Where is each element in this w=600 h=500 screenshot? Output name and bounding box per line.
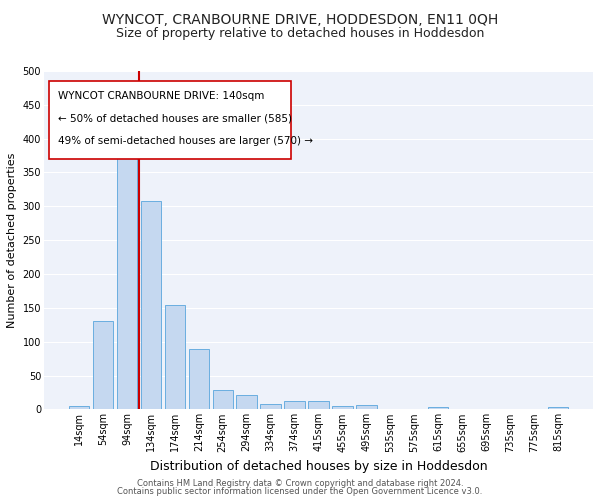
Text: Contains HM Land Registry data © Crown copyright and database right 2024.: Contains HM Land Registry data © Crown c…	[137, 478, 463, 488]
Bar	[140, 201, 161, 410]
Bar	[356, 404, 377, 409]
Bar	[284, 400, 305, 409]
Text: WYNCOT, CRANBOURNE DRIVE, HODDESDON, EN11 0QH: WYNCOT, CRANBOURNE DRIVE, HODDESDON, EN1…	[102, 12, 498, 26]
Bar	[69, 406, 89, 409]
Bar	[188, 348, 209, 410]
Y-axis label: Number of detached properties: Number of detached properties	[7, 152, 17, 328]
Bar	[212, 390, 233, 409]
X-axis label: Distribution of detached houses by size in Hoddesdon: Distribution of detached houses by size …	[149, 460, 487, 473]
Bar	[332, 406, 353, 409]
Bar	[93, 322, 113, 410]
Bar	[380, 409, 400, 410]
Text: ← 50% of detached houses are smaller (585): ← 50% of detached houses are smaller (58…	[58, 114, 292, 124]
Bar	[404, 409, 424, 410]
Bar	[548, 408, 568, 410]
Bar	[308, 400, 329, 409]
FancyBboxPatch shape	[49, 81, 291, 159]
Bar	[260, 404, 281, 409]
Text: Contains public sector information licensed under the Open Government Licence v3: Contains public sector information licen…	[118, 487, 482, 496]
Text: WYNCOT CRANBOURNE DRIVE: 140sqm: WYNCOT CRANBOURNE DRIVE: 140sqm	[58, 92, 264, 102]
Bar	[117, 138, 137, 409]
Bar	[428, 408, 448, 410]
Bar	[524, 409, 544, 410]
Text: Size of property relative to detached houses in Hoddesdon: Size of property relative to detached ho…	[116, 28, 484, 40]
Text: 49% of semi-detached houses are larger (570) →: 49% of semi-detached houses are larger (…	[58, 136, 313, 145]
Bar	[476, 409, 496, 410]
Bar	[236, 394, 257, 409]
Bar	[164, 304, 185, 410]
